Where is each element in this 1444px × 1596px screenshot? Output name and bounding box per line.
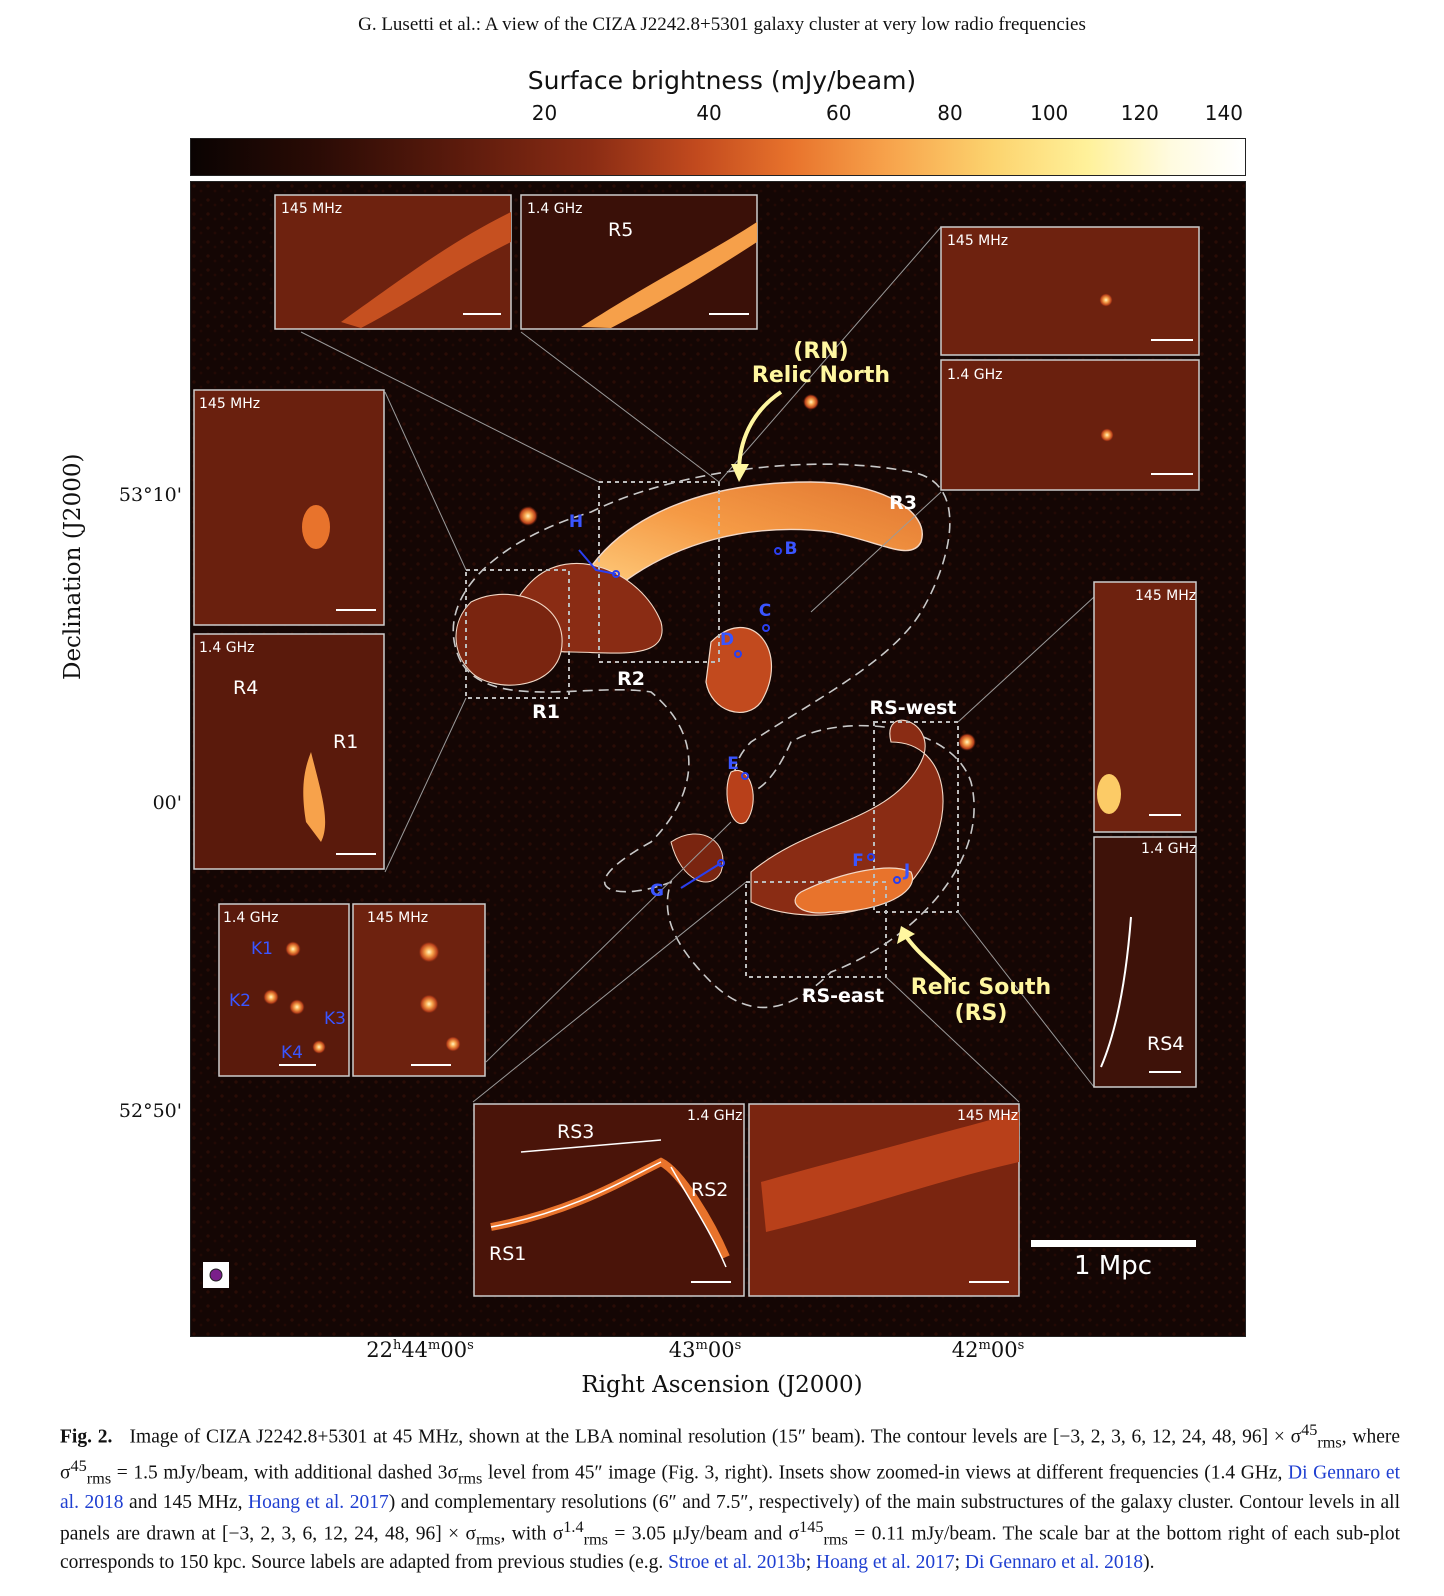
relic-south-core: [794, 867, 914, 914]
inset-source-label: R5: [608, 219, 633, 241]
inset-freq-label: 145 MHz: [1135, 588, 1196, 604]
inset-source-label: R1: [333, 731, 358, 753]
inset-k-14: [218, 903, 350, 1077]
inset-r3-14: [940, 359, 1200, 491]
relic-south-label: Relic South: [911, 975, 1051, 1000]
inset-freq-label: 1.4 GHz: [223, 910, 278, 926]
inset-freq-label: 1.4 GHz: [947, 367, 1002, 383]
region-box-r2: [598, 481, 720, 663]
inset-r1-145: [193, 389, 385, 626]
inset-freq-label: 145 MHz: [367, 910, 428, 926]
citation-link[interactable]: Hoang et al. 2017: [815, 1552, 955, 1574]
y-tick-label: 00': [152, 792, 182, 814]
inset-source-label: R4: [233, 677, 258, 699]
inset-freq-label: 1.4 GHz: [687, 1108, 742, 1124]
compact-source: [518, 506, 538, 526]
source-label: F: [852, 851, 864, 871]
source-label: J: [903, 861, 910, 881]
inset-rsw-145: [1093, 581, 1197, 833]
compact-source: [803, 394, 819, 410]
region-label: RS-west: [869, 697, 956, 719]
running-head: G. Lusetti et al.: A view of the CIZA J2…: [358, 14, 1086, 35]
inset-freq-label: 1.4 GHz: [199, 640, 254, 656]
inset-r3-145: [940, 226, 1200, 356]
x-axis-label: Right Ascension (J2000): [581, 1372, 863, 1398]
region-label: R1: [532, 701, 560, 723]
colorbar-tick-label: 60: [826, 101, 852, 125]
colorbar: [190, 138, 1246, 176]
citation-link[interactable]: Di Gennaro et al. 2018: [964, 1552, 1144, 1574]
colorbar-title: Surface brightness (mJy/beam): [527, 66, 917, 95]
colorbar-tick-label: 40: [696, 101, 722, 125]
relic-north-label: Relic North: [752, 363, 890, 388]
region-box-rs-west: [873, 721, 959, 913]
relic-south-abbrev: (RS): [955, 1001, 1008, 1026]
region-label: R3: [889, 492, 917, 514]
source-label: B: [785, 539, 798, 559]
scale-bar-label: 1 Mpc: [1074, 1251, 1152, 1281]
source-label: H: [569, 512, 583, 532]
colorbar-tick-label: 120: [1120, 101, 1159, 125]
x-tick-label: 43m00s: [668, 1338, 742, 1362]
region-box-rs-east: [745, 881, 887, 978]
inset-freq-label: 1.4 GHz: [1141, 841, 1196, 857]
inset-r5-14: [520, 194, 758, 330]
y-tick-label: 52°50': [118, 1100, 182, 1122]
colorbar-tick-label: 20: [531, 101, 558, 125]
y-tick-label: 53°10': [118, 484, 182, 506]
radio-map-svg: (RN) Relic North Relic South (RS) R1 R2 …: [191, 182, 1245, 1336]
figure-number: Fig. 2.: [60, 1426, 113, 1448]
source-e-emission: [726, 769, 754, 825]
region-box-r1: [465, 569, 570, 699]
inset-freq-label: 1.4 GHz: [527, 201, 582, 217]
source-label: C: [759, 601, 771, 621]
compact-source: [958, 733, 976, 751]
relic-north-emission: [579, 481, 923, 593]
x-tick-label: 22h44m00s: [366, 1338, 474, 1362]
colorbar-tick-label: 140: [1204, 101, 1243, 125]
inset-source-label: RS2: [691, 1179, 728, 1201]
inset-source-label: K3: [324, 1009, 346, 1029]
inset-freq-label: 145 MHz: [957, 1108, 1018, 1124]
beam-ellipse: [209, 1268, 223, 1282]
inset-source-label: RS1: [489, 1243, 526, 1265]
source-markers: [578, 547, 901, 889]
inset-source-label: K2: [229, 991, 251, 1011]
inset-freq-label: 145 MHz: [281, 201, 342, 217]
citation-link[interactable]: Di Gennaro et al. 2018: [60, 1462, 1400, 1513]
relic-north-arrow: [737, 390, 783, 473]
colorbar-tick-label: 80: [937, 101, 963, 125]
source-label: E: [727, 754, 739, 774]
inset-freq-label: 145 MHz: [199, 396, 260, 412]
radio-map: (RN) Relic North Relic South (RS) R1 R2 …: [190, 181, 1246, 1337]
x-tick-label: 42m00s: [951, 1338, 1025, 1362]
region-label: RS-east: [802, 985, 884, 1007]
inset-k-145: [352, 903, 486, 1077]
citation-link[interactable]: Stroe et al. 2013b: [668, 1552, 806, 1574]
source-label: D: [720, 630, 734, 650]
citation-link[interactable]: Hoang et al. 2017: [248, 1491, 389, 1513]
inset-source-label: K1: [251, 939, 273, 959]
relic-north-abbrev: (RN): [793, 339, 848, 364]
inset-rsw-14: [1093, 836, 1197, 1088]
r1-emission: [455, 593, 563, 686]
y-axis-label: Declination (J2000): [60, 453, 86, 680]
source-d-emission: [705, 627, 772, 713]
inset-source-label: RS3: [557, 1121, 594, 1143]
source-label: G: [650, 881, 664, 901]
colorbar-tick-label: 100: [1030, 101, 1069, 125]
inset-freq-label: 145 MHz: [947, 233, 1008, 249]
dashed-contour: [452, 463, 975, 1009]
figure-caption: Fig. 2. Image of CIZA J2242.8+5301 at 45…: [60, 1421, 1401, 1574]
inset-r5-145: [274, 194, 512, 330]
inset-rse-14: [473, 1103, 745, 1297]
region-label: R2: [617, 668, 645, 690]
inset-r1-14: [193, 633, 385, 870]
inset-rse-145: [748, 1103, 1020, 1297]
scale-bar: [1031, 1240, 1196, 1247]
inset-source-label: RS4: [1147, 1033, 1184, 1055]
inset-source-label: K4: [281, 1043, 303, 1063]
inset-scale-bars: [279, 313, 1193, 1283]
